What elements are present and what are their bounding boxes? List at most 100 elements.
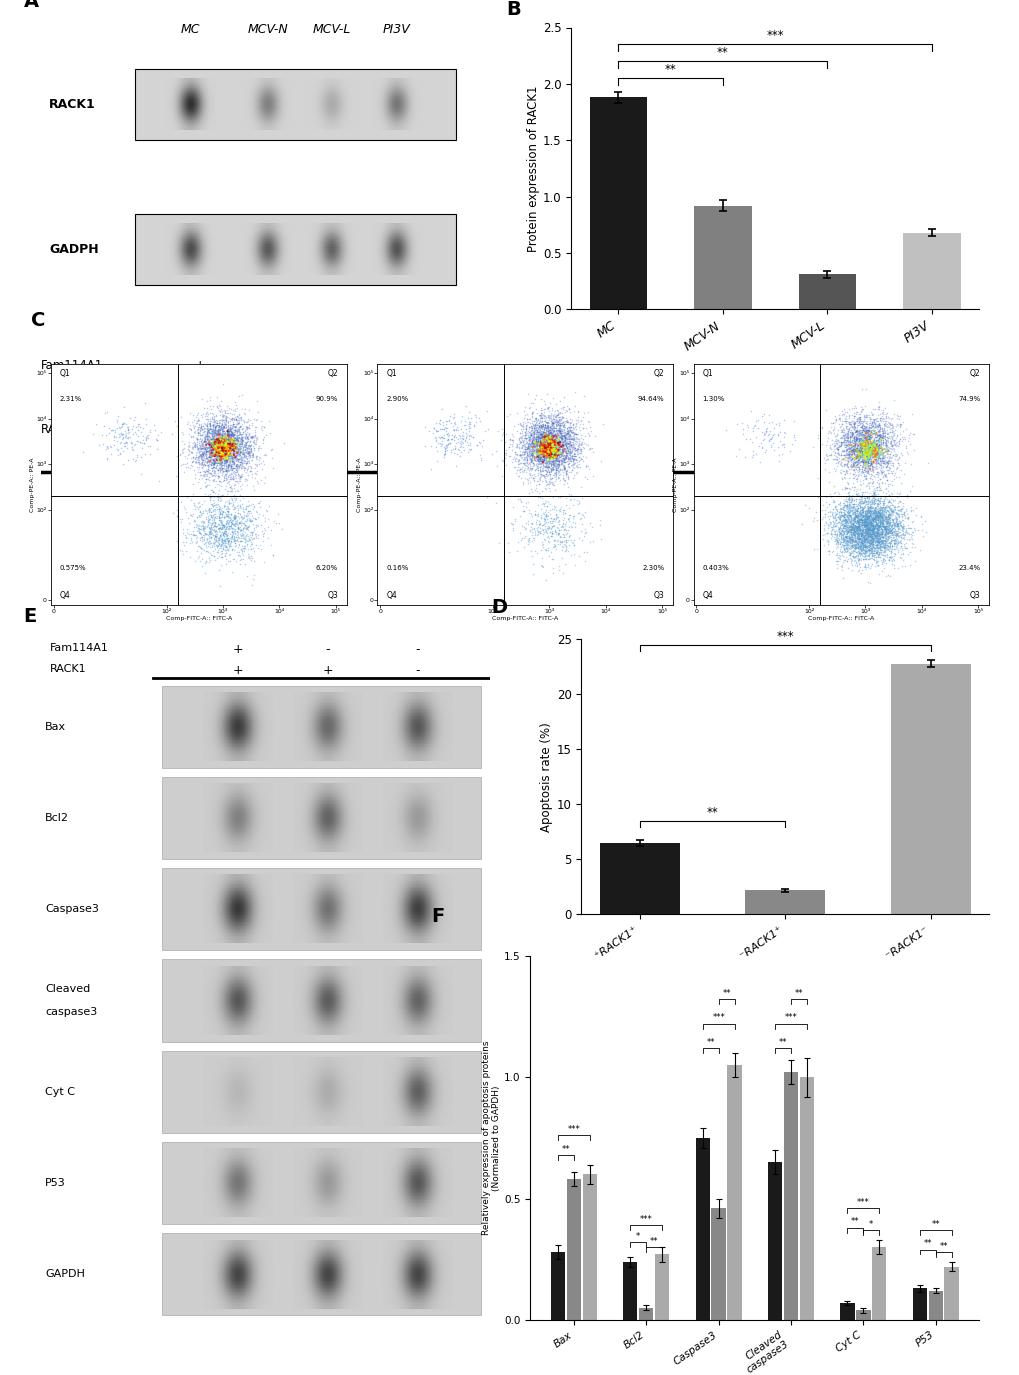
Point	[548, 428, 565, 450]
Point	[838, 535, 854, 557]
Point	[850, 528, 866, 550]
Point	[222, 436, 238, 458]
Point	[876, 463, 893, 485]
Point	[176, 454, 193, 476]
Point	[187, 451, 204, 473]
Point	[506, 448, 523, 470]
Point	[871, 410, 888, 432]
Point	[856, 439, 872, 461]
Point	[540, 424, 556, 446]
Point	[555, 456, 572, 478]
Point	[211, 419, 227, 441]
Point	[228, 425, 245, 447]
Point	[551, 440, 568, 462]
Point	[853, 509, 869, 531]
Point	[863, 535, 879, 557]
Point	[876, 516, 893, 538]
Point	[864, 429, 880, 451]
Point	[541, 437, 557, 459]
Point	[840, 444, 856, 466]
Point	[243, 510, 259, 532]
Point	[522, 392, 538, 414]
Point	[881, 546, 898, 568]
Point	[235, 424, 252, 446]
Point	[846, 434, 862, 456]
Point	[536, 426, 552, 448]
Point	[865, 494, 881, 516]
Point	[845, 428, 861, 450]
Point	[539, 439, 555, 461]
Point	[843, 525, 859, 547]
Point	[845, 443, 861, 465]
Point	[857, 506, 873, 528]
Point	[227, 424, 244, 446]
Point	[221, 441, 237, 463]
Point	[534, 448, 550, 470]
Point	[853, 517, 869, 539]
Point	[900, 517, 916, 539]
Point	[858, 426, 874, 448]
Point	[537, 434, 553, 456]
Point	[540, 430, 556, 452]
Point	[866, 509, 882, 531]
Point	[833, 524, 849, 546]
Point	[866, 436, 882, 458]
Point	[862, 512, 878, 534]
Point	[217, 432, 233, 454]
Point	[817, 491, 834, 513]
Point	[537, 429, 553, 451]
Point	[195, 463, 211, 485]
Point	[214, 517, 230, 539]
Point	[825, 506, 842, 528]
Point	[224, 447, 240, 469]
Point	[215, 454, 231, 476]
Point	[246, 478, 262, 500]
Point	[211, 437, 227, 459]
Point	[849, 516, 865, 538]
Point	[839, 444, 855, 466]
Point	[179, 436, 196, 458]
Point	[213, 433, 229, 455]
Point	[201, 441, 217, 463]
Point	[879, 512, 896, 534]
Point	[867, 513, 883, 535]
Point	[205, 426, 221, 448]
Point	[508, 540, 525, 562]
Point	[210, 433, 226, 455]
Point	[207, 415, 223, 437]
Point	[544, 446, 560, 468]
Point	[854, 440, 870, 462]
Point	[233, 450, 250, 472]
Point	[857, 514, 873, 536]
Point	[549, 448, 566, 470]
Point	[247, 425, 263, 447]
Point	[128, 446, 145, 468]
Point	[553, 428, 570, 450]
Point	[871, 529, 888, 551]
Point	[196, 451, 212, 473]
Point	[214, 532, 230, 554]
Point	[530, 403, 546, 425]
Point	[216, 466, 232, 488]
Point	[246, 429, 262, 451]
Point	[191, 430, 207, 452]
Point	[884, 512, 901, 534]
Point	[534, 436, 550, 458]
Point	[195, 450, 211, 472]
Point	[178, 412, 195, 434]
Point	[858, 521, 874, 543]
Point	[862, 421, 878, 443]
Point	[850, 428, 866, 450]
Point	[856, 433, 872, 455]
Point	[839, 547, 855, 569]
Point	[193, 404, 209, 426]
Point	[510, 456, 526, 478]
Point	[848, 520, 864, 542]
Point	[535, 429, 551, 451]
Point	[537, 424, 553, 446]
Point	[220, 444, 236, 466]
Point	[239, 428, 256, 450]
Point	[871, 516, 888, 538]
Point	[554, 425, 571, 447]
Point	[888, 514, 904, 536]
